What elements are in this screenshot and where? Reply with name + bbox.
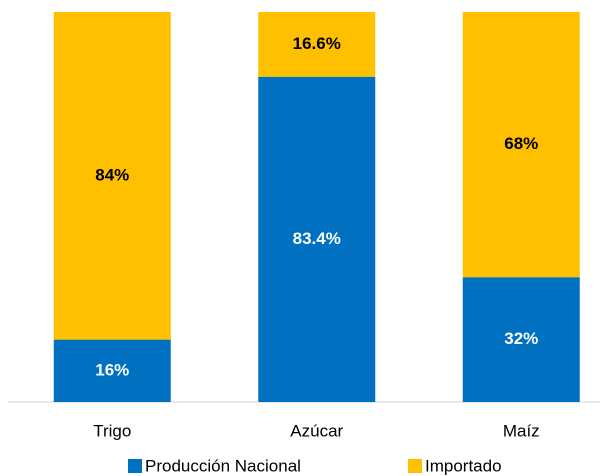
x-tick-label: Maíz (503, 421, 540, 440)
data-label: 68% (504, 134, 538, 153)
bar-segment (53, 12, 171, 340)
data-label: 84% (95, 165, 129, 184)
bar-segment (462, 12, 580, 278)
legend-swatch (408, 459, 422, 473)
bar-segment (462, 277, 580, 402)
bar-segment (53, 339, 171, 402)
x-tick-label: Trigo (93, 421, 131, 440)
bar-segment (258, 12, 376, 77)
x-tick-label: Azúcar (290, 421, 343, 440)
legend-label: Producción Nacional (145, 456, 301, 475)
bar-segment (258, 76, 376, 403)
legend-label: Importado (425, 456, 502, 475)
data-label: 16.6% (293, 34, 341, 53)
data-label: 32% (504, 329, 538, 348)
legend-swatch (128, 459, 142, 473)
data-label: 83.4% (293, 229, 341, 248)
data-label: 16% (95, 360, 129, 379)
